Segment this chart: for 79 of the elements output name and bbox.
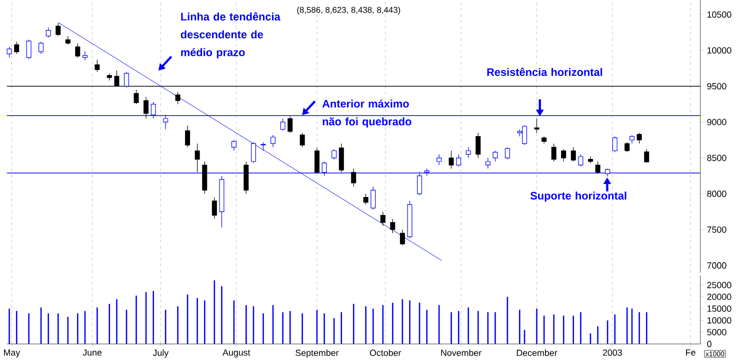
candlestick [551, 143, 556, 162]
y-tick-label: 5000 [707, 329, 726, 336]
candlestick [570, 146, 576, 162]
x-tick-label: September [296, 350, 339, 358]
candlestick [38, 42, 44, 54]
candlestick [612, 136, 618, 153]
candlestick [380, 211, 386, 226]
candlestick [134, 90, 139, 105]
candlestick [370, 186, 376, 210]
candlestick [14, 42, 20, 54]
candlestick [351, 168, 356, 187]
y-tick-label: 15000 [708, 306, 732, 312]
annotation: Suporte horizontal [530, 192, 626, 202]
x-tick-label: August [222, 350, 250, 358]
candlestick [82, 50, 88, 61]
candlestick [561, 149, 566, 162]
y-tick-label: 20000 [707, 294, 732, 300]
candlestick [390, 218, 396, 234]
x-tick-label: December [516, 350, 558, 356]
y-tick-label: 7000 [707, 262, 726, 269]
candlestick [314, 148, 320, 174]
text: (8,586, 8,623, 8,438, 8,443) [297, 6, 400, 15]
candlestick [231, 140, 236, 152]
candlestick [185, 125, 190, 148]
candlestick [485, 158, 490, 170]
y-tick-label: 7500 [707, 226, 726, 233]
candlestick [46, 27, 51, 38]
y-tick-label: 9000 [707, 119, 726, 126]
candlestick [492, 150, 498, 162]
candlestick [144, 96, 149, 119]
x-tick-label: June [82, 350, 102, 356]
candlestick [288, 116, 293, 134]
candlestick [400, 229, 405, 246]
candlestick [534, 118, 540, 134]
candlestick [250, 142, 256, 164]
candlestick [578, 154, 584, 167]
y-tick-label: 0 [707, 340, 712, 348]
y-tick-label: 8000 [707, 190, 726, 198]
candlestick [56, 22, 61, 36]
candlestick [94, 59, 100, 72]
candlestick [270, 134, 276, 148]
candlestick [466, 146, 471, 158]
candlestick [175, 92, 180, 105]
y-tick-label: 9500 [707, 83, 726, 90]
candlestick [624, 142, 630, 153]
x-tick-label: November [441, 350, 482, 356]
candlestick [504, 146, 510, 160]
candlestick [595, 161, 600, 174]
candlestick [212, 197, 217, 220]
candlestick [436, 154, 442, 166]
candlestick [448, 150, 454, 170]
candlestick [332, 149, 337, 160]
x-tick-label: 2003 [602, 350, 622, 356]
candlestick [456, 154, 462, 167]
candlestick [280, 118, 286, 132]
x-tick-label: Fe [686, 350, 696, 356]
y-tick-label: 10000 [708, 317, 732, 324]
candlestick [363, 194, 368, 205]
annotation: Linha de tendência descendente de médio prazo [180, 12, 280, 58]
annotation: Resistência horizontal [487, 68, 602, 76]
candlestick [194, 143, 200, 173]
x-tick-label: October [370, 350, 402, 356]
candlestick [644, 148, 650, 163]
annotation: Anterior máximo não foi quebrado [322, 100, 412, 128]
x-tick-label: May [4, 350, 20, 358]
y-tick-label: 8500 [707, 154, 726, 162]
candlestick [26, 39, 32, 60]
x-tick-label: July [152, 350, 169, 358]
y-tick-label: 10500 [708, 11, 732, 18]
candlestick [588, 156, 593, 164]
candlestick [124, 72, 130, 88]
candlestick [476, 132, 481, 158]
candlestick [75, 43, 80, 58]
y-tick-label: 10000 [708, 47, 732, 54]
candlestick [636, 132, 642, 144]
candlestick [300, 132, 305, 148]
y-tick-label: 25000 [707, 282, 732, 288]
candlestick [6, 46, 12, 58]
candlestick [338, 143, 344, 173]
